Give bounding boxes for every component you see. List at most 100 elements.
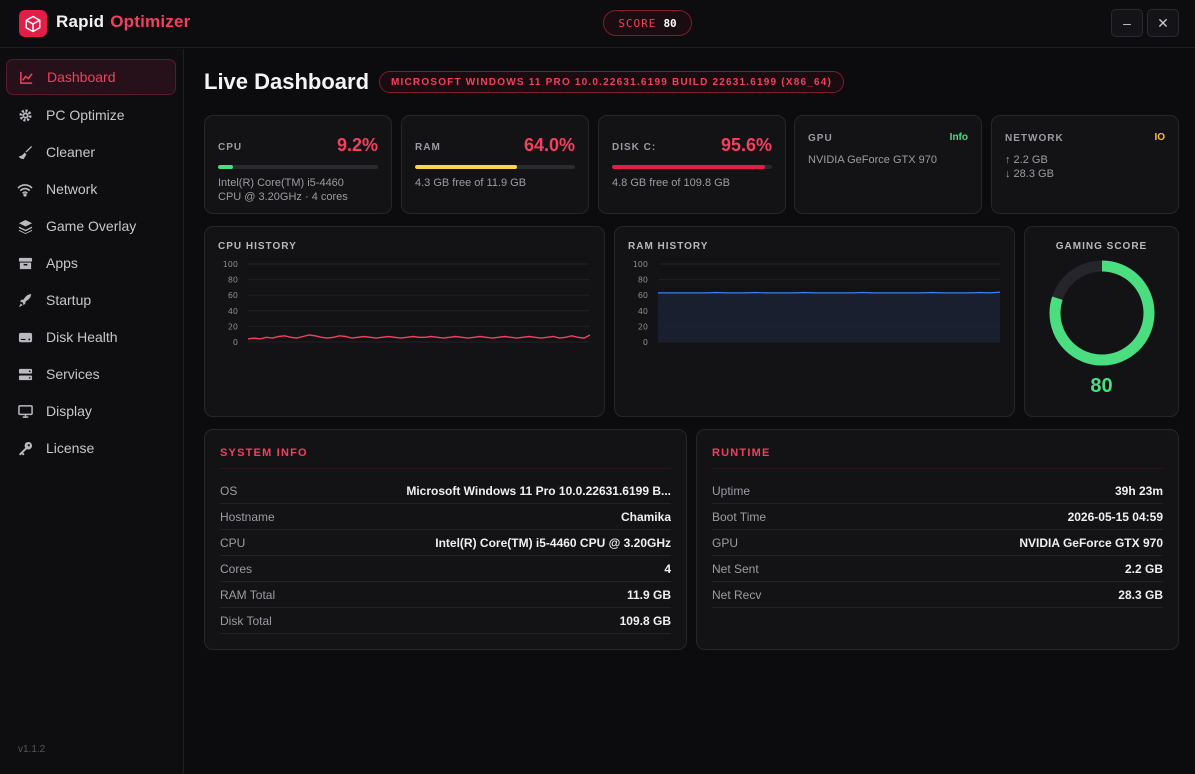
row-key: CPU xyxy=(220,535,246,550)
network-detail: ↑ 2.2 GB ↓ 28.3 GB xyxy=(1005,153,1054,181)
row-value: Chamika xyxy=(620,509,671,524)
disk-icon xyxy=(17,329,33,345)
sidebar-item-dashboard[interactable]: Dashboard xyxy=(6,59,176,95)
row-key: Cores xyxy=(220,561,253,576)
disk-card-detail: 4.8 GB free of 109.8 GB xyxy=(612,177,731,189)
row-value: 39h 23m xyxy=(1114,483,1163,498)
y-tick-label: 20 xyxy=(228,322,238,331)
brand-name: Rapid xyxy=(56,12,105,31)
ram-history-plot: 100 80 60 40 20 0 xyxy=(633,260,1001,347)
y-tick-label: 40 xyxy=(228,307,238,316)
disk-usage-value: 95.6% xyxy=(720,135,772,155)
sidebar-item-pc-optimize[interactable]: PC Optimize xyxy=(6,97,176,133)
key-icon xyxy=(17,440,33,456)
table-row: Disk Total 109.8 GB xyxy=(220,608,671,634)
row-key: Net Recv xyxy=(712,587,762,602)
sidebar-item-label: Apps xyxy=(46,255,78,271)
sidebar: Dashboard PC Optimize Cleaner Network Ga… xyxy=(0,49,184,774)
table-row: Net Sent 2.2 GB xyxy=(712,556,1163,582)
page-title: Live Dashboard xyxy=(204,69,370,94)
score-value: 80 xyxy=(663,16,677,30)
sidebar-item-label: PC Optimize xyxy=(46,107,125,123)
sidebar-item-label: License xyxy=(46,440,95,456)
row-value: Intel(R) Core(TM) i5-4460 CPU @ 3.20GHz xyxy=(435,535,671,550)
divider xyxy=(220,468,671,469)
layers-icon xyxy=(17,218,33,234)
app-brand: Rapid Optimizer xyxy=(56,12,190,32)
series-line xyxy=(658,291,1001,294)
cpu-usage-bar-fill xyxy=(218,165,233,169)
main-content: Live Dashboard MICROSOFT WINDOWS 11 PRO … xyxy=(185,49,1195,774)
sidebar-item-label: Game Overlay xyxy=(46,218,137,234)
row-value: Microsoft Windows 11 Pro 10.0.22631.6199… xyxy=(406,483,671,498)
cpu-model: Intel(R) Core(TM) i5-4460 xyxy=(218,177,344,189)
y-tick-label: 60 xyxy=(228,291,238,300)
cpu-history-plot: 100 80 60 40 20 0 xyxy=(223,260,591,347)
y-tick-label: 100 xyxy=(633,260,648,269)
gpu-info-tag: Info xyxy=(949,132,968,143)
cpu-card: CPU 9.2% Intel(R) Core(TM) i5-4460 CPU @ … xyxy=(204,115,392,214)
sidebar-item-startup[interactable]: Startup xyxy=(6,282,176,318)
gaming-score-title: GAMING SCORE xyxy=(1055,241,1148,252)
system-info-panel: SYSTEM INFO OS Microsoft Windows 11 Pro 1… xyxy=(204,429,687,650)
disk-usage-bar-fill xyxy=(612,165,765,169)
ram-history-title: RAM HISTORY xyxy=(628,241,709,252)
sidebar-item-display[interactable]: Display xyxy=(6,393,176,429)
sidebar-item-label: Disk Health xyxy=(46,329,118,345)
sidebar-item-game-overlay[interactable]: Game Overlay xyxy=(6,208,176,244)
disk-card-label: DISK C: xyxy=(612,142,657,153)
gaming-score-card: GAMING SCORE 80 xyxy=(1024,226,1179,417)
network-io-tag: IO xyxy=(1154,132,1165,143)
ram-usage-bar xyxy=(415,165,575,169)
server-icon xyxy=(17,366,33,382)
y-tick-label: 60 xyxy=(638,291,648,300)
table-row: Boot Time 2026-05-15 04:59 xyxy=(712,504,1163,530)
gpu-model: NVIDIA GeForce GTX 970 xyxy=(808,154,937,166)
sidebar-item-cleaner[interactable]: Cleaner xyxy=(6,134,176,170)
row-key: GPU xyxy=(712,535,739,550)
app-version: v1.1.2 xyxy=(18,744,46,755)
gpu-card: GPU Info NVIDIA GeForce GTX 970 xyxy=(794,115,982,214)
row-value: 4 xyxy=(664,561,671,576)
ram-card-label: RAM xyxy=(415,142,441,153)
sidebar-item-license[interactable]: License xyxy=(6,430,176,466)
os-badge: MICROSOFT WINDOWS 11 PRO 10.0.22631.6199… xyxy=(379,71,845,93)
sidebar-item-label: Network xyxy=(46,181,98,197)
network-sent: ↑ 2.2 GB xyxy=(1005,154,1048,166)
row-key: Hostname xyxy=(220,509,275,524)
table-row: GPU NVIDIA GeForce GTX 970 xyxy=(712,530,1163,556)
minimize-button[interactable]: – xyxy=(1111,9,1143,37)
brand-name-accent: Optimizer xyxy=(110,12,191,31)
y-tick-label: 40 xyxy=(638,307,648,316)
y-tick-label: 0 xyxy=(643,338,648,347)
broom-icon xyxy=(17,144,33,160)
sidebar-item-services[interactable]: Services xyxy=(6,356,176,392)
sidebar-item-label: Dashboard xyxy=(47,69,116,85)
sidebar-item-disk-health[interactable]: Disk Health xyxy=(6,319,176,355)
cpu-history-chart: 100 80 60 40 20 0 CPU HISTORY xyxy=(204,226,605,417)
cpu-speed: CPU @ 3.20GHz · 4 cores xyxy=(218,191,348,203)
close-button[interactable]: ✕ xyxy=(1147,9,1179,37)
y-tick-label: 80 xyxy=(228,276,238,285)
row-key: Disk Total xyxy=(220,613,272,628)
cpu-card-detail: Intel(R) Core(TM) i5-4460 CPU @ 3.20GHz ·… xyxy=(218,176,348,204)
table-row: RAM Total 11.9 GB xyxy=(220,582,671,608)
gpu-card-label: GPU xyxy=(808,133,833,144)
sidebar-item-label: Display xyxy=(46,403,92,419)
wifi-icon xyxy=(17,181,33,197)
sidebar-item-label: Cleaner xyxy=(46,144,96,160)
cpu-history-title: CPU HISTORY xyxy=(218,241,297,252)
network-received: ↓ 28.3 GB xyxy=(1005,168,1054,180)
monitor-icon xyxy=(17,403,33,419)
ram-usage-value: 64.0% xyxy=(523,135,575,155)
sidebar-item-network[interactable]: Network xyxy=(6,171,176,207)
row-key: Boot Time xyxy=(712,509,767,524)
ram-history-chart: 100 80 60 40 20 0 RAM HISTORY xyxy=(614,226,1015,417)
sidebar-item-apps[interactable]: Apps xyxy=(6,245,176,281)
title-bar: Rapid Optimizer SCORE 80 – ✕ xyxy=(0,0,1195,48)
gear-icon xyxy=(17,107,33,123)
gaming-score-value: 80 xyxy=(1090,375,1113,397)
row-key: RAM Total xyxy=(220,587,276,602)
row-value: 11.9 GB xyxy=(626,587,671,602)
